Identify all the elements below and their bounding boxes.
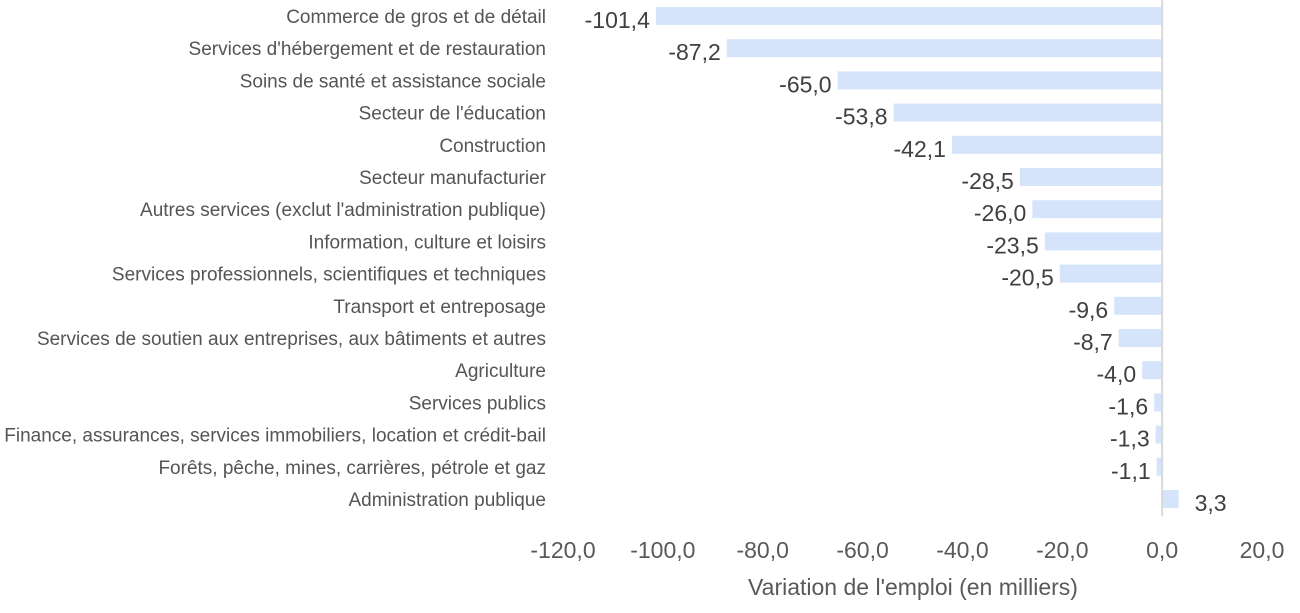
bar — [1156, 457, 1163, 476]
bar — [893, 103, 1163, 122]
category-label: Services d'hébergement et de restauratio… — [189, 39, 546, 60]
category-label: Information, culture et loisirs — [308, 232, 546, 253]
bar — [1154, 393, 1163, 412]
category-label: Finance, assurances, services immobilier… — [4, 426, 546, 447]
data-label: -1,6 — [1109, 393, 1149, 419]
bar — [1032, 200, 1163, 219]
category-label: Services professionnels, scientifiques e… — [112, 265, 546, 286]
data-label: -42,1 — [894, 136, 946, 162]
category-label: Commerce de gros et de détail — [286, 7, 546, 28]
bar — [1142, 361, 1163, 380]
x-tick-label: -120,0 — [530, 537, 595, 563]
data-label: -8,7 — [1073, 329, 1113, 355]
category-label: Soins de santé et assistance sociale — [240, 71, 546, 92]
bar — [1114, 296, 1163, 315]
bars — [655, 7, 1179, 508]
x-axis-ticks: -120,0 -100,0 -80,0 -60,0 -40,0 -20,0 0,0 20,0 — [530, 537, 1284, 563]
bar — [1162, 490, 1179, 508]
category-label: Secteur manufacturier — [359, 168, 547, 189]
category-label: Agriculture — [455, 361, 546, 382]
data-label: -1,3 — [1110, 426, 1150, 452]
category-label: Construction — [439, 136, 546, 157]
category-label: Administration publique — [348, 490, 546, 511]
data-label: -1,1 — [1111, 458, 1151, 484]
bar — [1019, 168, 1163, 186]
data-label: -65,0 — [779, 71, 831, 97]
category-label: Services de soutien aux entreprises, aux… — [37, 329, 546, 350]
data-label: -20,5 — [1001, 265, 1053, 291]
bar — [726, 39, 1163, 58]
data-label: -26,0 — [974, 200, 1026, 226]
category-labels: Commerce de gros et de détail Services d'… — [4, 7, 546, 511]
x-tick-label: -40,0 — [936, 537, 988, 563]
category-label: Secteur de l'éducation — [359, 104, 546, 125]
data-labels: -101,4 -87,2 -65,0-53,8 -42,1 -28,5 -26,0 -23,… — [585, 7, 1227, 516]
category-label: Services publics — [409, 393, 546, 414]
bar — [1118, 329, 1163, 347]
bar — [655, 7, 1163, 25]
category-label: Forêts, pêche, mines, carrières, pétrole… — [158, 458, 546, 479]
data-label: -9,6 — [1069, 297, 1109, 323]
bar — [1155, 425, 1163, 444]
bar — [1059, 264, 1163, 283]
data-label: -28,5 — [961, 168, 1013, 194]
x-tick-label: -20,0 — [1036, 537, 1088, 563]
bar — [1044, 232, 1163, 251]
data-label: -4,0 — [1097, 361, 1137, 387]
x-tick-label: 0,0 — [1146, 537, 1178, 563]
x-tick-label: -60,0 — [836, 537, 888, 563]
bar — [837, 71, 1163, 90]
x-axis-title: Variation de l'emploi (en milliers) — [748, 574, 1078, 600]
x-tick-label: 20,0 — [1240, 537, 1285, 563]
x-tick-label: -100,0 — [630, 537, 695, 563]
data-label: -53,8 — [835, 104, 887, 130]
data-label: -101,4 — [585, 7, 650, 33]
data-label: -23,5 — [986, 232, 1038, 258]
bar — [951, 135, 1163, 154]
category-label: Autres services (exclut l'administration… — [140, 200, 546, 221]
data-label: 3,3 — [1195, 490, 1227, 516]
x-tick-label: -80,0 — [736, 537, 788, 563]
category-label: Transport et entreposage — [333, 297, 546, 318]
data-label: -87,2 — [668, 39, 720, 65]
